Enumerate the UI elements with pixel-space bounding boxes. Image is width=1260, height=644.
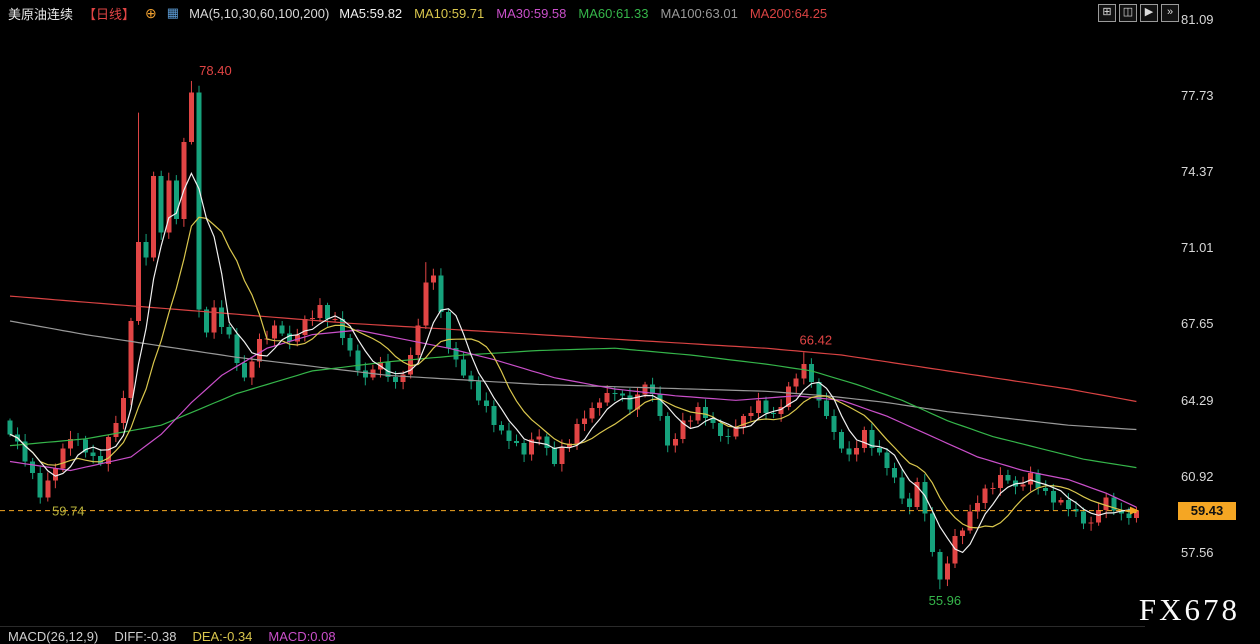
macd-diff-value: DIFF:-0.38 — [114, 629, 177, 644]
svg-text:55.96: 55.96 — [929, 593, 962, 608]
price-axis: 81.09 77.73 74.37 71.01 67.65 64.29 60.92 57.56 — [1181, 0, 1260, 640]
ma-value: MA100:63.01 — [660, 5, 738, 21]
ma-value: MA60:61.33 — [578, 5, 649, 21]
add-indicator-icon[interactable]: ⊕ — [145, 4, 157, 21]
last-price-badge: 59.43 — [1178, 501, 1236, 520]
ma-settings-label: MA(5,10,30,60,100,200) — [189, 5, 330, 21]
window-controls: ⊞ ◫ ▶» — [1098, 4, 1179, 22]
ma-value: MA200:64.25 — [749, 5, 828, 21]
macd-footer: MACD(26,12,9) DIFF:-0.38 DEA:-0.34 MACD:… — [8, 629, 336, 644]
watermark: FX678 — [1138, 592, 1240, 627]
period-label[interactable]: 【日线】 — [83, 6, 136, 22]
macd-params-label: MACD(26,12,9) — [8, 629, 99, 644]
ma-value: MA5:59.82 — [339, 5, 403, 21]
y-axis-label: 67.65 — [1181, 316, 1214, 332]
grid-layout-icon[interactable]: ⊞ — [1098, 4, 1116, 22]
play-icon[interactable]: ▶ — [1140, 4, 1158, 22]
forward-icon[interactable]: » — [1161, 4, 1179, 22]
pane-divider — [0, 626, 1145, 627]
y-axis-label: 57.56 — [1181, 545, 1214, 560]
y-axis-label: 60.92 — [1181, 468, 1214, 484]
y-axis-label: 71.01 — [1181, 240, 1214, 256]
ma-value: MA30:59.58 — [496, 5, 567, 21]
y-axis-label: 77.73 — [1181, 88, 1214, 104]
svg-text:78.40: 78.40 — [199, 63, 232, 78]
symbol-name: 美原油连续 — [8, 6, 74, 22]
chart-header: 美原油连续 【日线】 ⊕ ▦ MA(5,10,30,60,100,200) MA… — [0, 0, 839, 26]
y-axis-label: 81.09 — [1181, 12, 1214, 27]
svg-text:66.42: 66.42 — [800, 332, 833, 347]
candlestick-plot[interactable]: 78.40 66.42 55.96 59.74 — [0, 0, 1145, 640]
macd-dea-value: DEA:-0.34 — [192, 629, 253, 644]
ma-value: MA10:59.71 — [414, 5, 485, 21]
indicator-icon[interactable]: ▦ — [166, 5, 180, 20]
svg-text:59.74: 59.74 — [52, 504, 85, 519]
y-axis-label: 74.37 — [1181, 164, 1214, 180]
ma-values: MA5:59.82 MA10:59.71 MA30:59.58 MA60:61.33 M… — [339, 6, 839, 21]
y-axis-label: 64.29 — [1181, 392, 1214, 408]
macd-value: MACD:0.08 — [268, 629, 336, 644]
dual-panel-icon[interactable]: ◫ — [1119, 4, 1137, 22]
